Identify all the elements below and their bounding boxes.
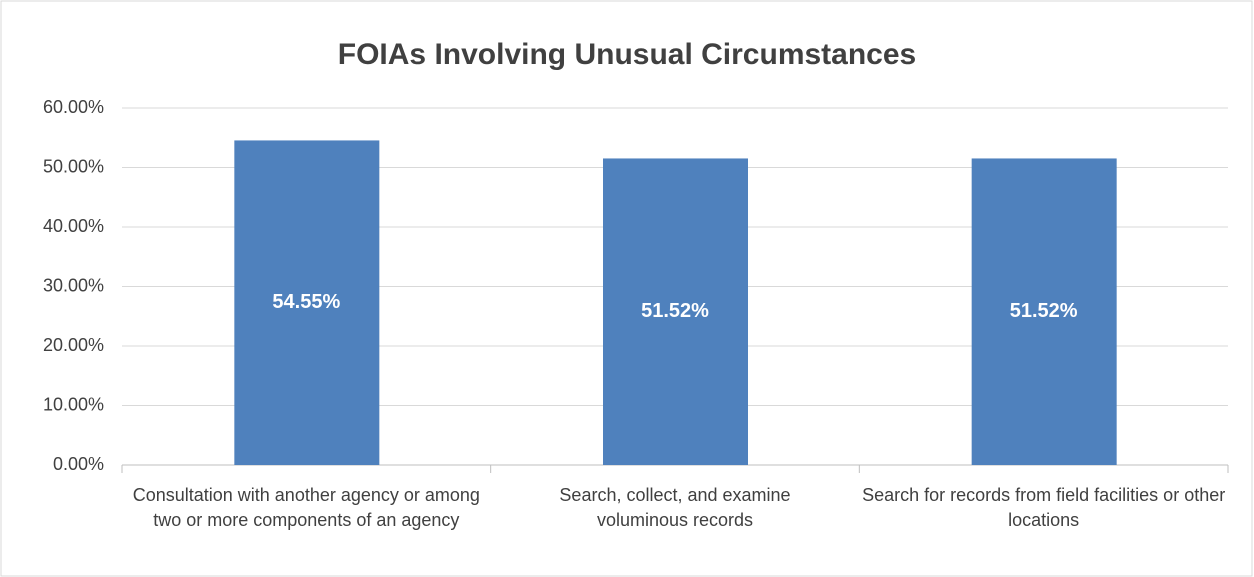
y-tick-label: 40.00% (43, 216, 104, 236)
y-tick-label: 60.00% (43, 97, 104, 117)
x-tick-label: Consultation with another agency or amon… (132, 485, 480, 530)
y-tick-label: 20.00% (43, 335, 104, 355)
bar (971, 158, 1117, 465)
y-tick-label: 50.00% (43, 156, 104, 176)
x-tick-label: Search, collect, and examine voluminous … (559, 485, 791, 530)
data-label: 51.52% (1010, 300, 1078, 322)
data-label: 51.52% (641, 300, 709, 322)
y-tick-label: 0.00% (53, 454, 104, 474)
y-tick-label: 10.00% (43, 394, 104, 414)
bar (234, 140, 380, 466)
data-label: 54.55% (272, 291, 340, 313)
bar (603, 158, 748, 465)
x-tick-label: Search for records from field facilities… (862, 485, 1226, 530)
y-tick-label: 30.00% (43, 275, 104, 295)
chart-title: FOIAs Involving Unusual Circumstances (338, 38, 916, 71)
